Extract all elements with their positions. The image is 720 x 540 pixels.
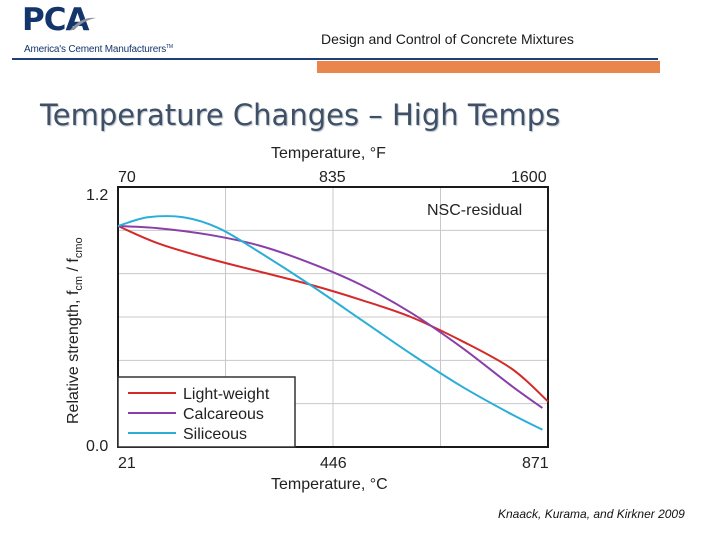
top-tick-label-835: 835 <box>319 169 346 186</box>
header-accent-bar <box>317 61 660 73</box>
logo-mark: PCA <box>22 2 89 38</box>
y-tick-label-bottom: 0.0 <box>86 438 108 455</box>
x-tick-label-21: 21 <box>118 455 136 472</box>
chart-legend: Light-weight Calcareous Siliceous <box>117 376 296 448</box>
y-axis-label: Relative strength, fcm / fcmo <box>65 237 85 424</box>
legend-label-siliceous: Siliceous <box>183 426 247 443</box>
source-credit: Knaack, Kurama, and Kirkner 2009 <box>498 507 685 521</box>
series-lines <box>117 215 549 431</box>
plot-frame <box>117 186 549 448</box>
series-line-light-weight <box>117 225 549 403</box>
slide-title: Temperature Changes – High Temps <box>40 98 561 132</box>
top-tick-label-1600: 1600 <box>511 169 547 186</box>
series-line-calcareous <box>117 225 543 409</box>
series-line-siliceous <box>117 215 543 431</box>
logo-tagline: America's Cement ManufacturersTM <box>24 44 173 55</box>
y-tick-label-top: 1.2 <box>86 187 108 204</box>
header-rule <box>12 58 658 60</box>
deck-title: Design and Control of Concrete Mixtures <box>321 31 574 47</box>
logo-swoosh-icon <box>70 17 96 30</box>
pca-logo: PCA America's Cement ManufacturersTM <box>22 2 192 58</box>
chart-annotation: NSC-residual <box>427 202 522 219</box>
top-tick-label-70: 70 <box>118 169 136 186</box>
x-tick-label-446: 446 <box>320 455 347 472</box>
legend-label-light-weight: Light-weight <box>183 386 270 403</box>
x-tick-label-871: 871 <box>522 455 549 472</box>
x-axis-label: Temperature, °C <box>271 476 388 493</box>
top-axis-label: Temperature, °F <box>271 145 386 162</box>
legend-label-calcareous: Calcareous <box>183 406 264 423</box>
